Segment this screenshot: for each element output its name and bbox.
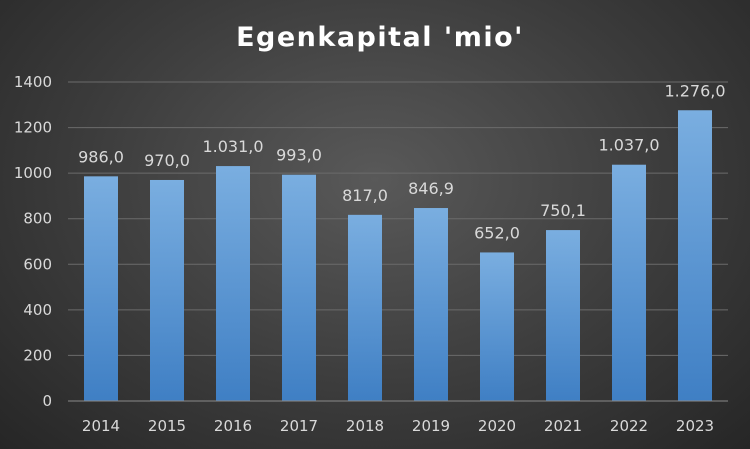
data-label-2021: 750,1 bbox=[540, 201, 586, 220]
y-tick-label: 1000 bbox=[14, 164, 52, 182]
y-tick-label: 0 bbox=[42, 392, 52, 410]
bar-2019 bbox=[414, 208, 448, 401]
y-tick-label: 800 bbox=[23, 210, 52, 228]
data-label-2014: 986,0 bbox=[78, 147, 124, 166]
x-tick-label: 2016 bbox=[214, 417, 252, 435]
bar-2014 bbox=[84, 176, 118, 401]
data-label-2018: 817,0 bbox=[342, 186, 388, 205]
y-axis: 0 200 400 600 800 1000 1200 1400 bbox=[14, 73, 52, 410]
bar-2022 bbox=[612, 164, 646, 401]
bar-2016 bbox=[216, 166, 250, 401]
x-tick-label: 2014 bbox=[82, 417, 120, 435]
bar-2020 bbox=[480, 252, 514, 401]
data-label-2023: 1.276,0 bbox=[664, 81, 725, 100]
x-tick-label: 2019 bbox=[412, 417, 450, 435]
data-label-2022: 1.037,0 bbox=[598, 136, 659, 155]
y-tick-label: 1200 bbox=[14, 119, 52, 137]
data-label-2019: 846,9 bbox=[408, 179, 454, 198]
y-tick-label: 600 bbox=[23, 255, 52, 273]
bars bbox=[84, 110, 712, 402]
x-axis: 2014 2015 2016 2017 2018 2019 2020 2021 2022 2023 bbox=[68, 400, 728, 435]
x-tick-label: 2023 bbox=[676, 417, 714, 435]
x-tick-label: 2022 bbox=[610, 417, 648, 435]
x-tick-label: 2018 bbox=[346, 417, 384, 435]
data-label-2016: 1.031,0 bbox=[202, 137, 263, 156]
data-label-2020: 652,0 bbox=[474, 223, 520, 242]
x-tick-label: 2015 bbox=[148, 417, 186, 435]
x-tick-label: 2017 bbox=[280, 417, 318, 435]
bar-2018 bbox=[348, 214, 382, 401]
x-tick-label: 2020 bbox=[478, 417, 516, 435]
bar-2023 bbox=[678, 110, 712, 402]
data-label-2015: 970,0 bbox=[144, 151, 190, 170]
x-tick-label: 2021 bbox=[544, 417, 582, 435]
bar-2021 bbox=[546, 230, 580, 401]
bar-2015 bbox=[150, 179, 184, 401]
y-tick-label: 1400 bbox=[14, 73, 52, 91]
bar-2017 bbox=[282, 174, 316, 401]
y-tick-label: 400 bbox=[23, 301, 52, 319]
data-labels: 986,0 970,0 1.031,0 993,0 817,0 846,9 652,0 750… bbox=[78, 81, 725, 242]
data-label-2017: 993,0 bbox=[276, 146, 322, 165]
y-tick-label: 200 bbox=[23, 346, 52, 364]
chart-title: Egenkapital 'mio' bbox=[236, 22, 524, 53]
